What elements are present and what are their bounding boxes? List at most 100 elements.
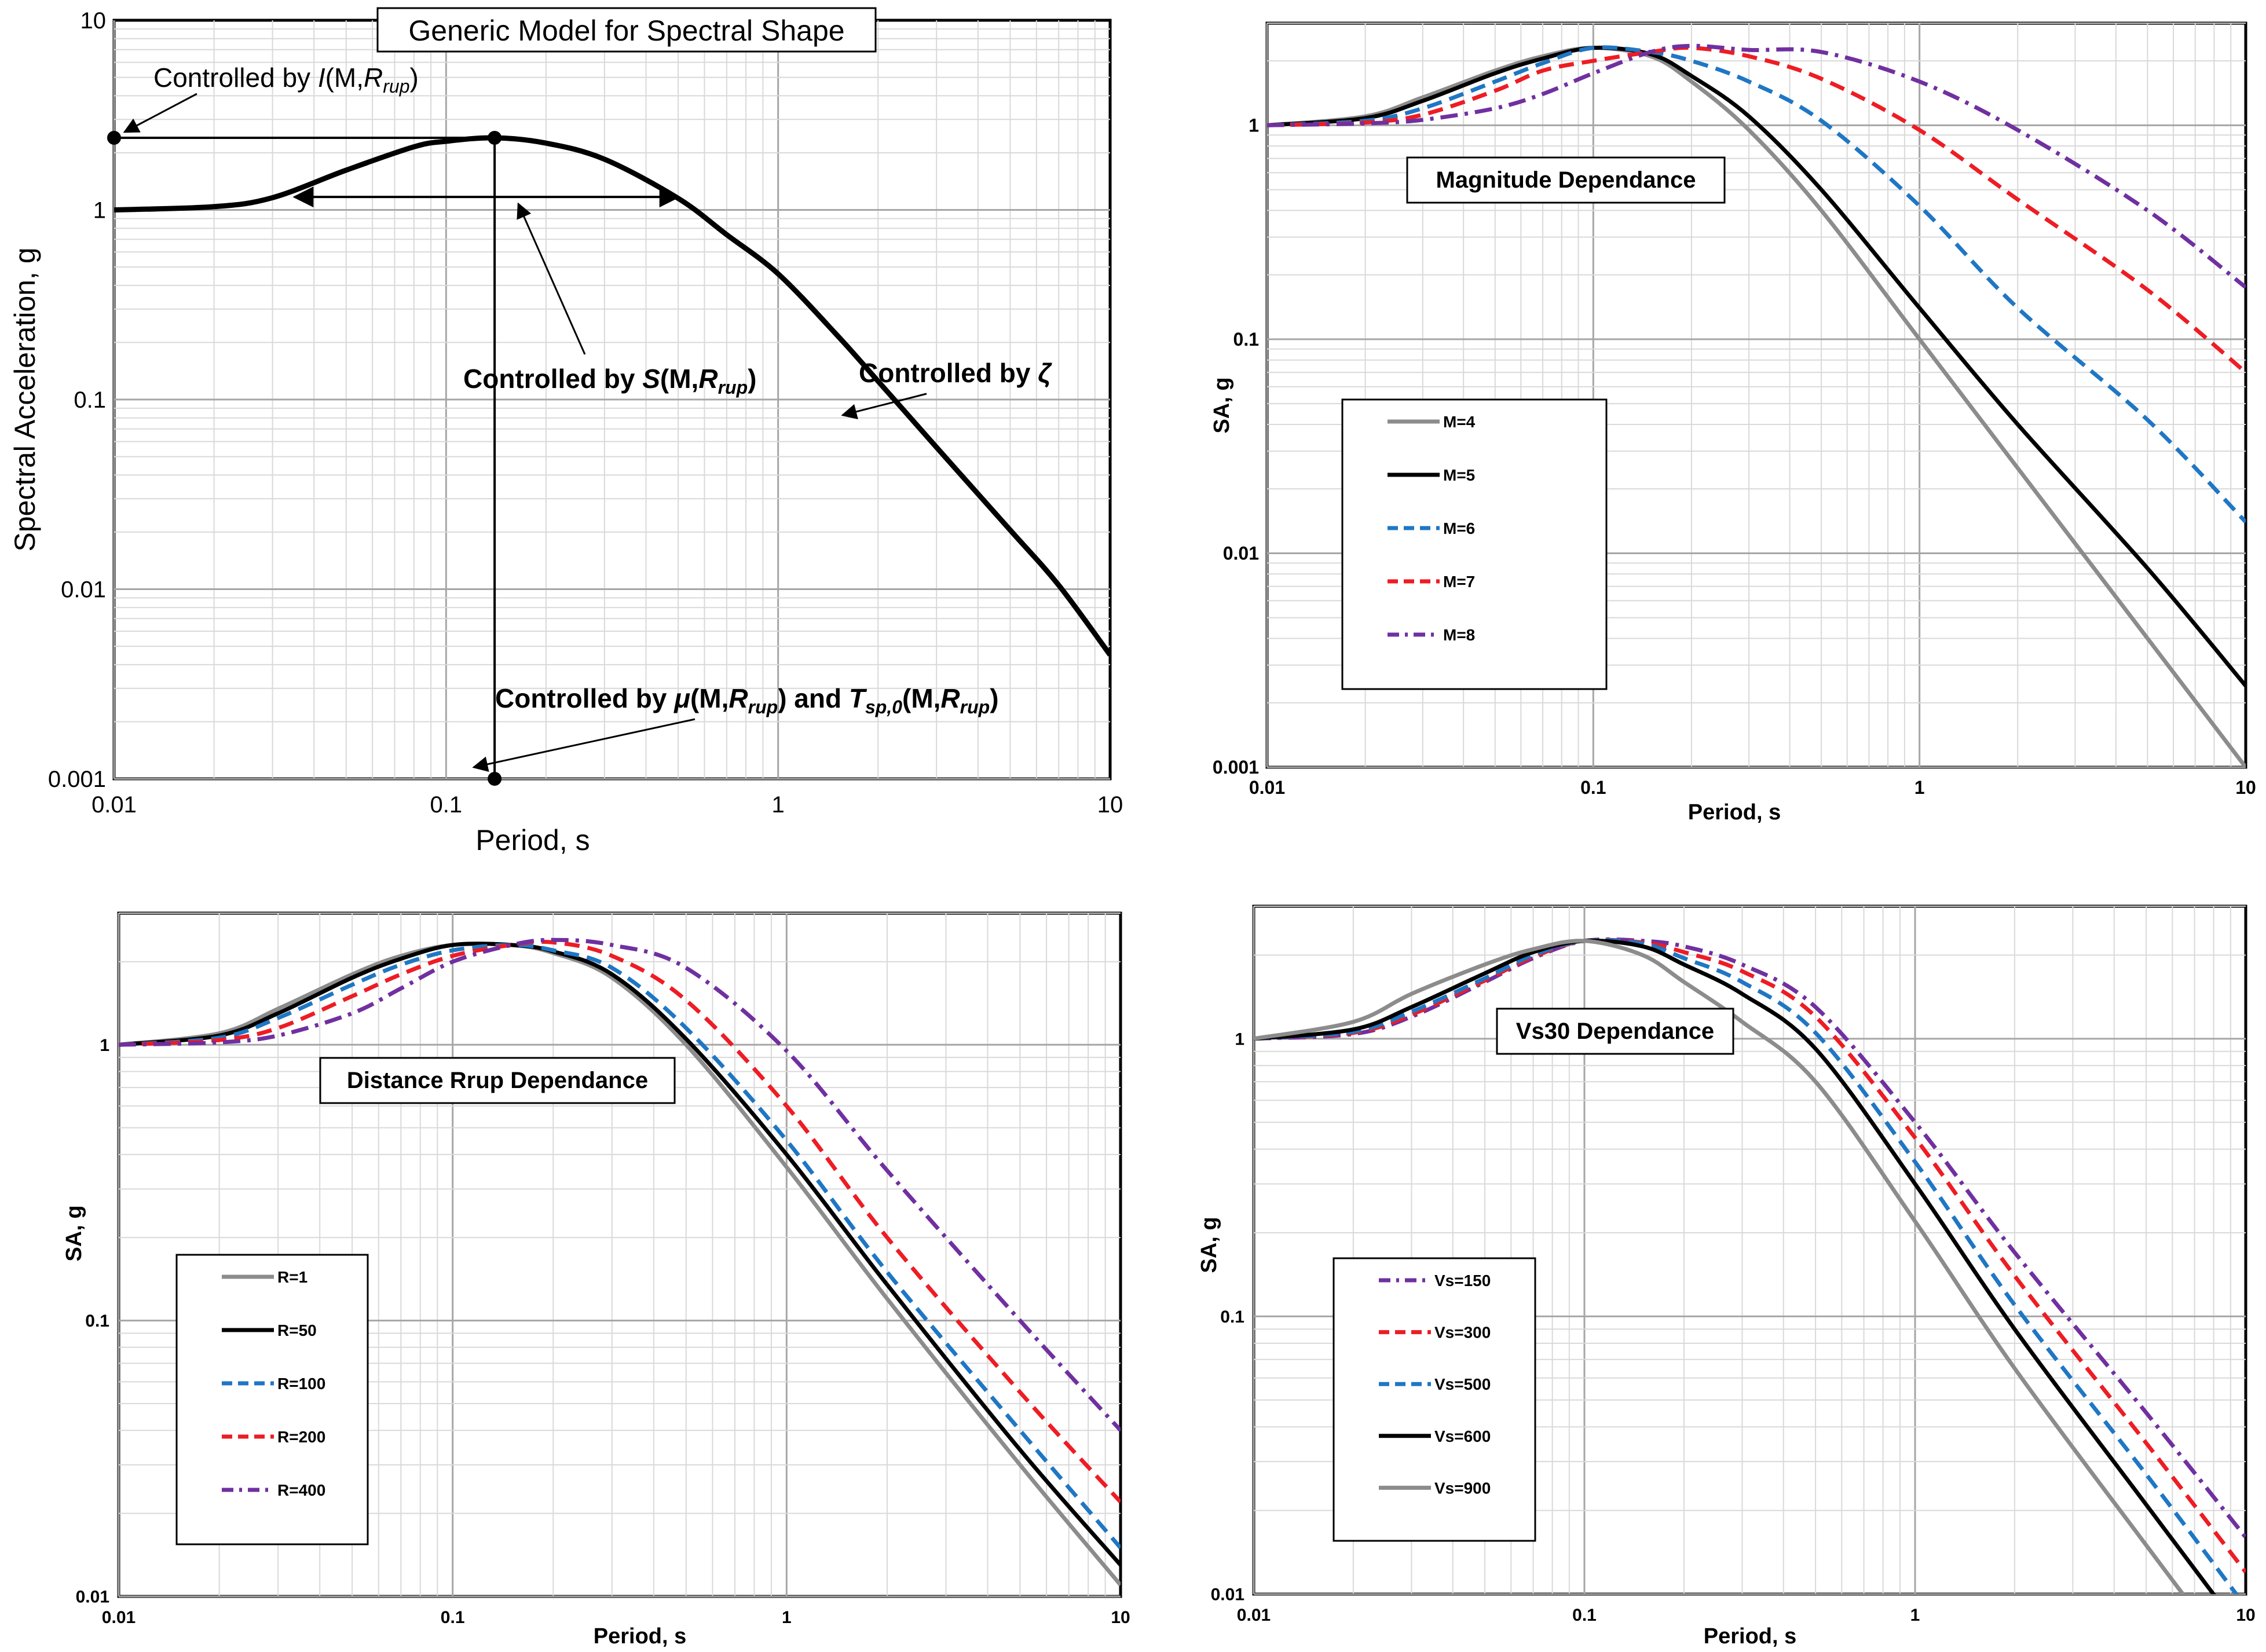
x-tick-label: 0.01 (1249, 777, 1285, 798)
vs30-x-ticks: 0.01 0.1 1 10 (1237, 1606, 2256, 1625)
series-line-m-8 (1267, 43, 2246, 289)
x-tick-label: 0.01 (1237, 1606, 1271, 1625)
y-tick-label: 0.01 (1223, 543, 1259, 564)
vs30-x-axis-label: Period, s (1704, 1624, 1797, 1649)
legend-entry: Vs=300 (1434, 1324, 1491, 1342)
generic-title: Generic Model for Spectral Shape (408, 14, 844, 47)
legend-entry: M=4 (1443, 413, 1476, 431)
y-tick-label: 0.01 (61, 577, 106, 603)
x-tick-label: 10 (2235, 777, 2256, 798)
magnitude-chart-panel: 0.01 0.1 1 10 10.10.010.001 Magnitude Depen… (1210, 21, 2256, 825)
x-tick-label: 1 (1910, 1606, 1920, 1625)
vs30-legend: Vs=150 Vs=300 Vs=500 Vs=600 Vs=900 (1332, 1257, 1536, 1542)
x-tick-label: 1 (782, 1608, 792, 1627)
arrow-to-period-marker (472, 718, 695, 772)
series-line-r-1 (119, 942, 1121, 1587)
series-line-vs-600 (1254, 939, 2216, 1594)
y-tick-label: 0.1 (1220, 1307, 1244, 1327)
series-line-m-5 (1267, 45, 2246, 687)
arrow-to-I-marker (123, 93, 197, 133)
legend-entry: Vs=900 (1434, 1479, 1491, 1497)
legend-box (175, 1254, 369, 1545)
vs30-label: Vs30 Dependance (1516, 1019, 1714, 1044)
distance-chart-panel: 0.01 0.1 1 10 1 0.1 0.01 Distance Rrup Depend… (62, 911, 1130, 1649)
legend-entry: M=6 (1443, 519, 1475, 537)
distance-x-axis-label: Period, s (594, 1624, 687, 1649)
generic-title-box (376, 7, 877, 53)
x-tick-label: 0.01 (102, 1608, 136, 1627)
x-tick-label: 0.1 (430, 792, 463, 818)
magnitude-series-layer (1267, 43, 2246, 767)
series-line-m-7 (1267, 45, 2246, 374)
series-line-r-200 (119, 939, 1121, 1504)
legend-entry: R=400 (277, 1481, 325, 1499)
legend-entry: R=100 (277, 1375, 325, 1393)
vs30-grid (1253, 906, 2246, 1595)
x-tick-label: 0.01 (91, 792, 137, 818)
magnitude-legend: M=4 M=5 M=6 M=7 M=8 (1341, 398, 1608, 690)
series-line-r-400 (119, 937, 1121, 1432)
legend-entry: Vs=500 (1434, 1375, 1491, 1393)
legend-entry: Vs=600 (1434, 1427, 1491, 1445)
y-tick-label: 0.001 (48, 767, 106, 792)
legend-entry: R=200 (277, 1428, 325, 1446)
x-tick-label: 0.1 (1572, 1606, 1597, 1625)
y-tick-label: 0.1 (1233, 329, 1259, 350)
series-line-m-6 (1267, 45, 2246, 523)
vs30-y-ticks: 1 0.1 0.01 (1211, 1030, 1244, 1604)
x-tick-label: 0.1 (441, 1608, 465, 1627)
distance-y-axis-label: SA, g (62, 1205, 86, 1261)
y-tick-label: 0.01 (76, 1588, 109, 1607)
y-tick-label: 1 (100, 1036, 109, 1055)
distance-series-layer (119, 937, 1121, 1587)
annotation-controlled-by-I: Controlled by I(M,Rrup) (153, 63, 419, 97)
legend-box (1332, 1257, 1536, 1542)
series-line-vs-500 (1254, 938, 2239, 1594)
distance-y-ticks: 1 0.1 0.01 (76, 1036, 109, 1607)
distance-label-box (319, 1057, 676, 1104)
generic-x-ticks: 0.01 0.1 1 10 (91, 792, 1123, 818)
arrow-to-slope (841, 393, 927, 420)
distance-x-ticks: 0.01 0.1 1 10 (102, 1608, 1130, 1627)
generic-y-axis-label: Spectral Acceleration, g (9, 247, 41, 551)
magnitude-label: Magnitude Dependance (1436, 167, 1696, 193)
series-line-vs-900 (1254, 939, 2186, 1594)
y-tick-label: 0.001 (1213, 757, 1259, 778)
vs30-series-layer (1254, 937, 2246, 1594)
magnitude-label-box (1406, 156, 1726, 204)
x-tick-label: 0.1 (1580, 777, 1606, 798)
annotation-controlled-by-S: Controlled by S(M,Rrup) (463, 364, 756, 398)
series-line-r-50 (119, 942, 1121, 1567)
x-tick-label: 10 (1111, 1608, 1130, 1627)
marker-point (488, 772, 502, 786)
y-tick-label: 0.01 (1211, 1585, 1244, 1605)
vs30-y-axis-label: SA, g (1197, 1217, 1221, 1273)
legend-entry: M=5 (1443, 466, 1475, 484)
x-tick-label: 1 (772, 792, 785, 818)
magnitude-x-ticks: 0.01 0.1 1 10 (1249, 777, 2256, 798)
magnitude-y-ticks: 1 0.1 0.01 0.001 (1213, 115, 1259, 778)
legend-entry: M=8 (1443, 626, 1475, 644)
marker-point (107, 130, 121, 145)
annotation-controlled-by-zeta: Controlled by ζ (859, 358, 1052, 388)
distance-label: Distance Rrup Dependance (347, 1068, 648, 1093)
vs30-label-box (1496, 1008, 1734, 1055)
generic-reference-lines (107, 130, 680, 786)
y-tick-label: 1 (1235, 1030, 1244, 1049)
x-tick-label: 10 (2236, 1606, 2255, 1625)
generic-grid (113, 20, 1110, 780)
distance-legend: R=1 R=50 R=100 R=200 R=400 (175, 1254, 369, 1545)
marker-point (488, 130, 502, 145)
annotation-controlled-by-mu-T: Controlled by μ(M,Rrup) and Tsp,0(M,Rrup… (495, 683, 999, 717)
legend-entry: M=7 (1443, 573, 1475, 591)
legend-entry: R=1 (277, 1268, 307, 1286)
x-tick-label: 1 (1914, 777, 1925, 798)
generic-y-ticks: 10 1 0.1 0.01 0.001 (48, 8, 106, 792)
x-tick-label: 10 (1097, 792, 1123, 818)
y-tick-label: 0.1 (85, 1312, 109, 1331)
legend-box (1341, 398, 1608, 690)
legend-entry: Vs=150 (1434, 1272, 1491, 1290)
vs30-chart-panel: 0.01 0.1 1 10 1 0.1 0.01 Vs30 Dependance Peri… (1197, 904, 2256, 1649)
arrow-to-S-range (517, 202, 586, 355)
